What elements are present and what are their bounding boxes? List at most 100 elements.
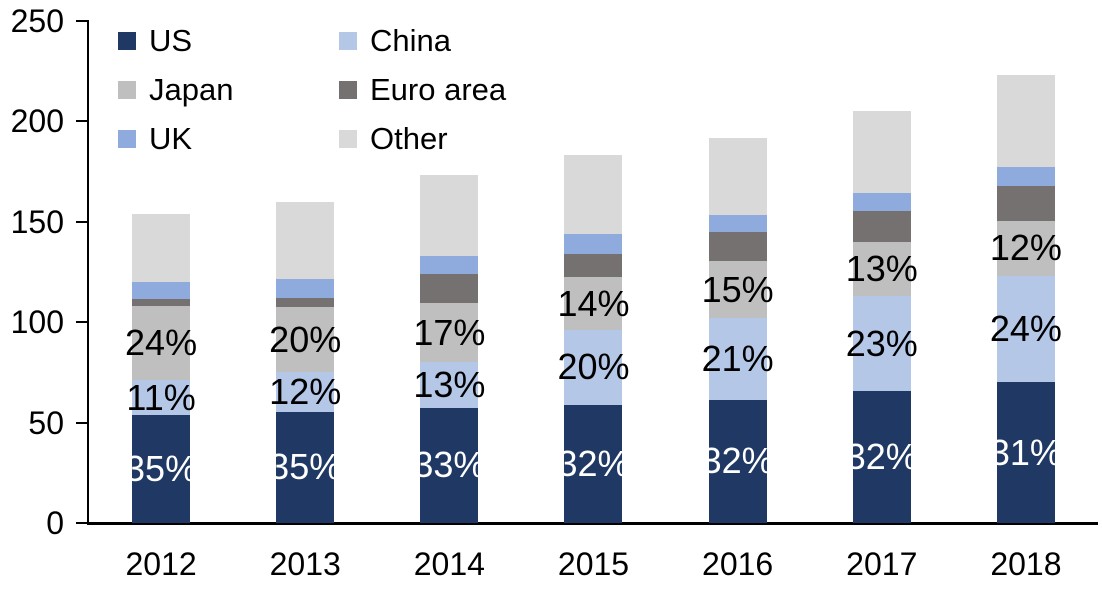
x-axis-label-2013: 2013 (269, 546, 341, 582)
segment-2017-other (852, 111, 911, 193)
segment-2014-euro-area (420, 274, 479, 304)
segment-2018-other (996, 75, 1055, 167)
bar-slot-2013: 35% 12% 20% (233, 201, 377, 523)
x-axis-labels: 2012 2013 2014 2015 2016 2017 2018 (89, 546, 1098, 582)
segment-percent-label: 24% (125, 322, 198, 364)
segment-percent-label: 13% (845, 248, 918, 289)
segment-2012-other (132, 213, 191, 283)
legend-item-uk: UK (118, 118, 339, 159)
x-axis-label-2012: 2012 (125, 546, 197, 582)
segment-percent-label: 31% (989, 431, 1062, 473)
x-axis-label-2017: 2017 (846, 546, 918, 582)
bar-2013: 35% 12% 20% (269, 201, 341, 523)
segment-2013-other (276, 201, 335, 280)
segment-2017-japan: 13% (846, 241, 918, 297)
bar-slot-2018: 31% 24% 12% (954, 75, 1098, 523)
segment-2018-japan: 12% (990, 220, 1062, 277)
segment-2012-euro-area (132, 299, 191, 307)
segment-2018-china: 24% (990, 276, 1062, 383)
bars-container: 35% 11% 24% 35% 12% 20% 33% 13% 17% 32% 20% 14% 32% 2… (89, 21, 1098, 523)
y-axis-tick-label: 150 (10, 203, 64, 240)
y-axis-tick-label: 100 (10, 304, 64, 341)
segment-2012-japan: 24% (125, 306, 197, 381)
x-axis-label-2014: 2014 (413, 546, 485, 582)
segment-percent-label: 35% (269, 446, 342, 488)
segment-2013-japan: 20% (269, 307, 341, 373)
legend-item-us: US (118, 20, 339, 61)
segment-2012-us: 35% (125, 414, 197, 523)
x-axis-label-2016: 2016 (702, 546, 774, 582)
y-axis-tick (76, 522, 88, 524)
segment-2013-us: 35% (269, 411, 341, 523)
y-axis-tick (76, 120, 88, 123)
bar-slot-2015: 32% 20% 14% (521, 154, 665, 523)
segment-2014-japan: 17% (413, 303, 485, 363)
segment-percent-label: 24% (989, 308, 1062, 350)
bar-slot-2012: 35% 11% 24% (89, 213, 233, 523)
segment-percent-label: 32% (701, 440, 774, 482)
segment-2017-us: 32% (846, 391, 918, 523)
legend-item-other: Other (339, 118, 506, 159)
legend-swatch-icon (339, 80, 357, 99)
y-axis-tick (76, 421, 88, 424)
segment-percent-label: 33% (413, 444, 486, 486)
y-axis-tick-label: 250 (10, 3, 64, 39)
segment-2013-euro-area (276, 298, 335, 308)
legend-swatch-icon (339, 31, 357, 50)
segment-2012-china: 11% (126, 379, 195, 415)
segment-percent-label: 23% (845, 322, 918, 364)
segment-2013-uk (276, 279, 335, 299)
segment-2015-china: 20% (557, 330, 630, 405)
legend-label: Euro area (370, 71, 507, 107)
y-axis-tick (76, 220, 88, 223)
segment-2012-uk (132, 282, 191, 300)
x-axis-label-2015: 2015 (557, 546, 630, 582)
legend-swatch-icon (118, 80, 136, 99)
segment-2017-uk (852, 192, 911, 211)
segment-percent-label: 13% (413, 363, 486, 405)
bar-2017: 32% 23% 13% (846, 111, 918, 523)
segment-2015-us: 32% (557, 404, 630, 523)
segment-percent-label: 32% (845, 436, 918, 478)
segment-percent-label: 14% (557, 282, 630, 324)
segment-percent-label: 35% (125, 447, 198, 489)
legend-label: US (149, 22, 193, 58)
y-axis-tick-label: 50 (28, 404, 64, 441)
bar-slot-2014: 33% 13% 17% (377, 174, 521, 523)
y-axis-tick (76, 321, 88, 324)
bar-slot-2016: 32% 21% 15% (666, 137, 810, 523)
bar-2018: 31% 24% 12% (990, 75, 1062, 523)
y-axis-tick (76, 20, 88, 22)
segment-2018-us: 31% (990, 382, 1062, 523)
legend: US China Japan Euro area UK Other (118, 20, 506, 159)
segment-percent-label: 20% (269, 318, 342, 360)
legend-label: China (370, 22, 451, 58)
legend-label: Other (370, 120, 448, 156)
bar-slot-2017: 32% 23% 13% (810, 111, 954, 523)
segment-2016-china: 21% (702, 318, 774, 400)
plot-area: 35% 11% 24% 35% 12% 20% 33% 13% 17% 32% 20% 14% 32% 2… (89, 21, 1098, 523)
segment-percent-label: 32% (557, 442, 630, 484)
segment-percent-label: 20% (557, 346, 630, 388)
segment-2017-china: 23% (846, 296, 918, 392)
legend-label: Japan (149, 71, 234, 107)
x-axis-label-2018: 2018 (990, 546, 1062, 582)
segment-percent-label: 11% (126, 376, 196, 418)
segment-percent-label: 15% (701, 268, 774, 310)
segment-2013-china: 12% (269, 372, 341, 412)
segment-2015-uk (564, 233, 623, 254)
segment-2018-uk (996, 166, 1055, 186)
segment-percent-label: 12% (269, 370, 342, 412)
segment-2017-euro-area (852, 210, 911, 242)
bar-2014: 33% 13% 17% (413, 174, 485, 523)
y-axis-line (87, 20, 89, 524)
legend-label: UK (149, 120, 193, 156)
segment-2016-us: 32% (702, 399, 774, 523)
legend-swatch-icon (118, 129, 136, 148)
segment-2016-euro-area (708, 231, 767, 261)
segment-2016-japan: 15% (702, 260, 774, 319)
y-axis-tick-label: 0 (46, 505, 64, 541)
segment-percent-label: 17% (413, 311, 486, 353)
segment-2015-other (564, 154, 623, 234)
